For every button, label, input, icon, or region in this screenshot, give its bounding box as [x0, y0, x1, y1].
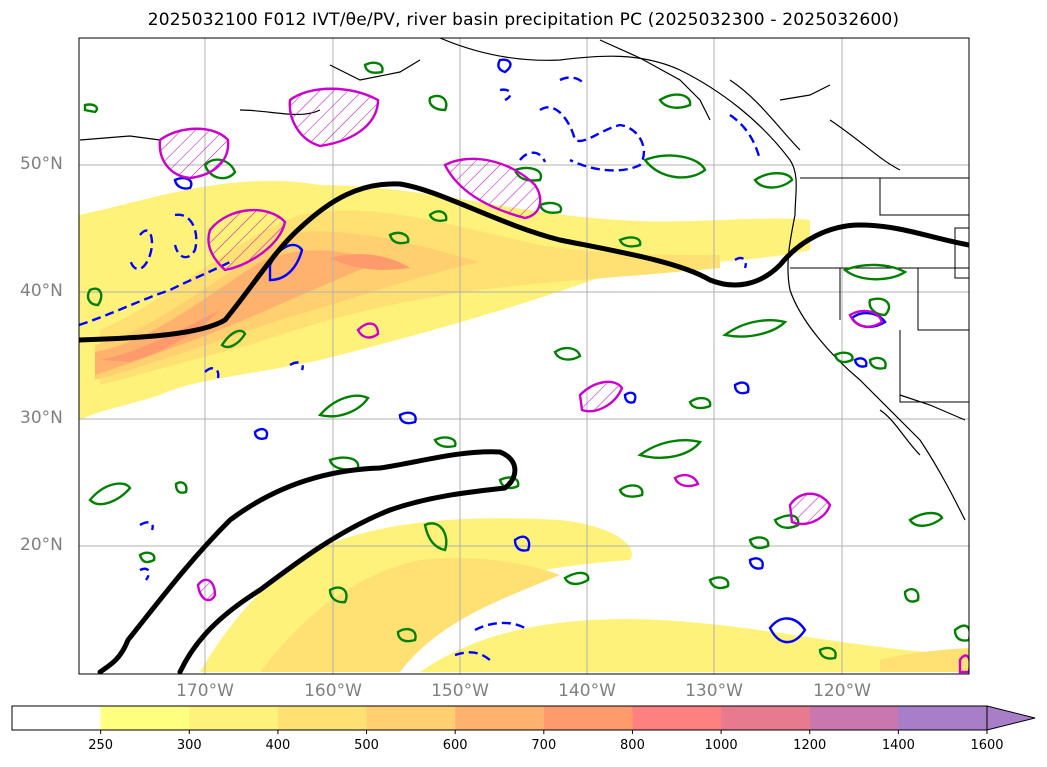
graticule — [79, 38, 969, 674]
theta-e-contours — [83, 61, 969, 660]
latitude-label: 30°N — [20, 408, 63, 428]
latitude-label: 20°N — [20, 535, 63, 555]
colorbar-segment — [366, 706, 456, 730]
ivt-shading — [79, 180, 969, 672]
colorbar-tick-label: 250 — [88, 738, 114, 753]
positive-hatched-regions — [158, 87, 969, 674]
figure-title: 2025032100 F012 IVT/θe/PV, river basin p… — [147, 10, 900, 30]
colorbar-tick-label: 800 — [620, 738, 645, 753]
colorbar-tick-label: 1400 — [881, 738, 915, 753]
colorbar-segment — [277, 706, 368, 730]
colorbar-segment — [189, 706, 279, 730]
colorbar-tick-label: 700 — [531, 738, 557, 753]
negative-dashed-contours — [79, 76, 762, 661]
colorbar-segment — [12, 706, 102, 730]
map-frame — [78, 37, 970, 675]
colorbar-tick-label: 1200 — [793, 738, 827, 753]
colorbar-segment — [543, 706, 633, 730]
colorbar-tick-label: 1000 — [704, 738, 738, 753]
colorbar-segment — [455, 706, 545, 730]
pv-contours — [79, 181, 969, 674]
colorbar-segment — [898, 706, 988, 730]
colorbar-tick-label: 400 — [265, 738, 291, 753]
colorbar — [11, 705, 1036, 734]
colorbar-tick-label: 300 — [176, 738, 202, 753]
colorbar-tick-label: 600 — [442, 738, 468, 753]
colorbar-segment — [721, 706, 811, 730]
colorbar-tick-label: 1600 — [970, 738, 1004, 753]
longitude-label: 120°W — [813, 681, 871, 701]
political-borders — [790, 177, 969, 403]
longitude-label: 170°W — [176, 681, 234, 701]
colorbar-segment — [809, 706, 899, 730]
colorbar-extend-arrow — [986, 705, 1036, 731]
colorbar-segment — [100, 706, 190, 730]
latitude-label: 40°N — [20, 281, 63, 301]
longitude-label: 160°W — [304, 681, 362, 701]
longitude-label: 150°W — [431, 681, 489, 701]
colorbar-outline — [11, 705, 988, 731]
latitude-label: 50°N — [20, 154, 63, 174]
longitude-label: 130°W — [685, 681, 743, 701]
colorbar-tick-label: 500 — [354, 738, 379, 753]
coastline — [79, 38, 966, 521]
longitude-label: 140°W — [558, 681, 616, 701]
colorbar-segment — [632, 706, 722, 730]
